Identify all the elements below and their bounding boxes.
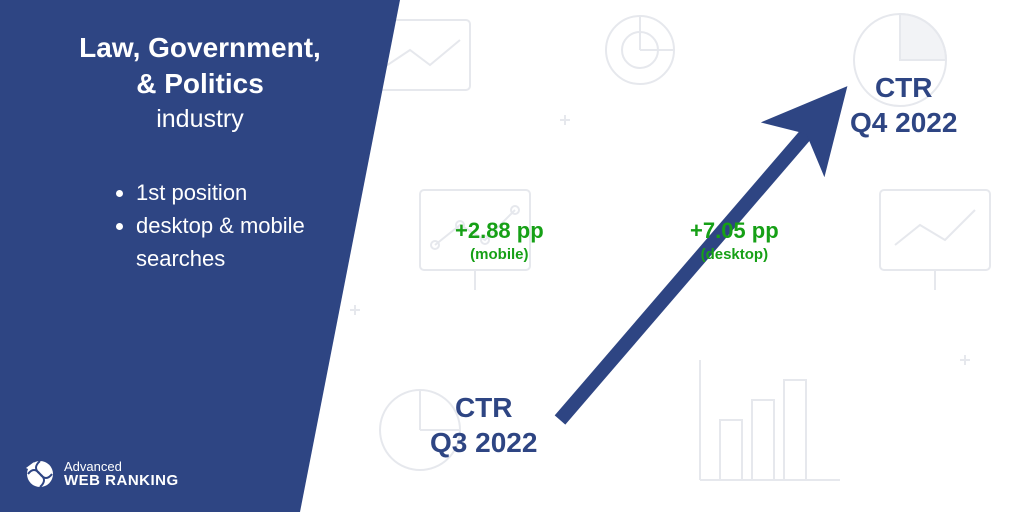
brand-line-2: WEB RANKING: [64, 473, 179, 488]
brand-text: Advanced WEB RANKING: [64, 460, 179, 488]
industry-subtitle: industry: [36, 105, 364, 134]
detail-item: 1st position: [136, 176, 364, 209]
detail-list: 1st position desktop & mobile searches: [136, 176, 364, 275]
detail-item: desktop & mobile searches: [136, 209, 364, 275]
start-label: CTR Q3 2022: [430, 390, 537, 460]
start-label-line-1: CTR: [430, 390, 537, 425]
brand-logo: Advanced WEB RANKING: [24, 458, 179, 490]
delta-mobile: +2.88 pp (mobile): [455, 218, 544, 263]
end-label-line-2: Q4 2022: [850, 105, 957, 140]
end-label: CTR Q4 2022: [850, 70, 957, 140]
arrow-line: [560, 118, 820, 420]
delta-value: +7.05 pp: [690, 218, 779, 244]
delta-desktop: +7.05 pp (desktop): [690, 218, 779, 263]
start-label-line-2: Q3 2022: [430, 425, 537, 460]
delta-value: +2.88 pp: [455, 218, 544, 244]
sidebar-panel: Law, Government, & Politics industry 1st…: [0, 0, 400, 512]
industry-title: Law, Government, & Politics: [36, 30, 364, 103]
end-label-line-1: CTR: [850, 70, 957, 105]
title-line-2: & Politics: [136, 68, 264, 99]
globe-icon: [24, 458, 56, 490]
delta-device: (desktop): [690, 246, 779, 263]
delta-device: (mobile): [455, 246, 544, 263]
title-line-1: Law, Government,: [79, 32, 321, 63]
infographic-canvas: Law, Government, & Politics industry 1st…: [0, 0, 1024, 512]
